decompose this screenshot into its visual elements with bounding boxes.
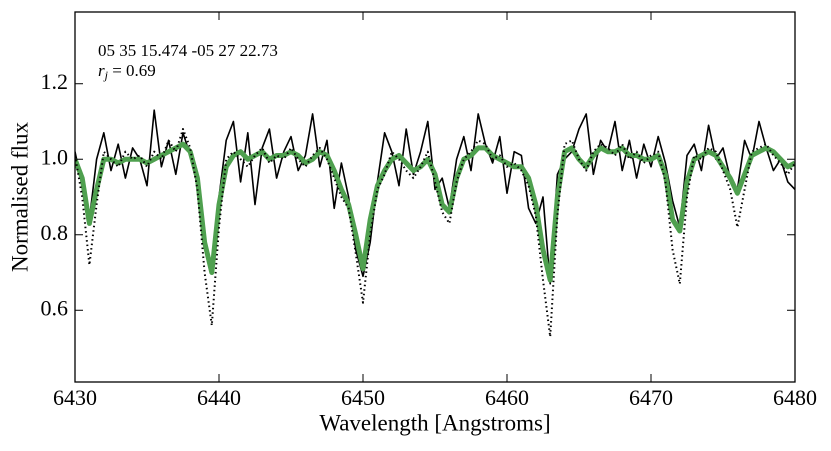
y-axis-label: Normalised flux: [7, 121, 32, 272]
x-tick-label: 6430: [53, 385, 97, 410]
annotation-coords: 05 35 15.474 -05 27 22.73: [98, 41, 278, 60]
annotation-rj: rj = 0.69: [98, 61, 156, 82]
x-tick-label: 6440: [197, 385, 241, 410]
annotation-symbol: r: [98, 61, 105, 80]
plot-lines: [75, 109, 795, 338]
plot-frame: [74, 11, 796, 383]
x-tick-label: 6470: [629, 385, 673, 410]
y-tick-label: 1.2: [41, 69, 69, 94]
x-axis-label: Wavelength [Angstroms]: [319, 410, 550, 435]
annotation-value: = 0.69: [108, 61, 156, 80]
spectrum-line: [75, 141, 795, 283]
y-tick-label: 0.6: [41, 295, 69, 320]
annotation-subscript: j: [103, 68, 109, 82]
x-tick-label: 6460: [485, 385, 529, 410]
y-tick-label: 0.8: [41, 220, 69, 245]
x-tick-label: 6480: [773, 385, 817, 410]
x-tick-label: 6450: [341, 385, 385, 410]
y-tick-label: 1.0: [41, 144, 69, 169]
